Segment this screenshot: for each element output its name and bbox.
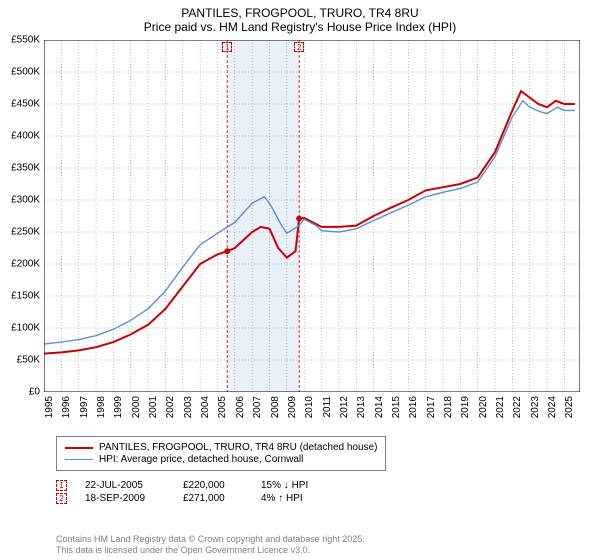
xtick-label: 2001 <box>148 396 159 418</box>
xtick-label: 2009 <box>287 396 298 418</box>
ytick-label: £550K <box>11 35 40 46</box>
sales-row-marker: 2 <box>56 493 67 504</box>
legend-label: PANTILES, FROGPOOL, TRURO, TR4 8RU (deta… <box>99 442 377 453</box>
ytick-label: £100K <box>11 323 40 334</box>
xtick-label: 2018 <box>443 396 454 418</box>
ytick-label: £200K <box>11 259 40 270</box>
xtick-label: 2004 <box>200 396 211 418</box>
sales-row-date: 22-JUL-2005 <box>85 480 165 491</box>
xtick-label: 2011 <box>322 396 333 418</box>
xtick-label: 2002 <box>165 396 176 418</box>
xtick-label: 2000 <box>131 396 142 418</box>
xtick-label: 2019 <box>460 396 471 418</box>
sales-row: 1 22-JUL-2005 £220,000 15% ↓ HPI <box>56 480 341 491</box>
sales-row: 2 18-SEP-2009 £271,000 4% ↑ HPI <box>56 493 341 504</box>
footer-line1: Contains HM Land Registry data © Crown c… <box>56 534 365 545</box>
sales-table: 1 22-JUL-2005 £220,000 15% ↓ HPI 2 18-SEP-200… <box>56 478 341 506</box>
legend-swatch <box>65 459 93 460</box>
chart-area: £0£50K£100K£150K£200K£250K£300K£350K£400… <box>44 40 580 392</box>
sales-row-diff: 4% ↑ HPI <box>261 493 341 504</box>
xtick-label: 2007 <box>252 396 263 418</box>
xtick-label: 1999 <box>113 396 124 418</box>
xtick-label: 2003 <box>183 396 194 418</box>
title-line1: PANTILES, FROGPOOL, TRURO, TR4 8RU <box>0 6 600 20</box>
xtick-label: 2020 <box>478 396 489 418</box>
legend-row: PANTILES, FROGPOOL, TRURO, TR4 8RU (deta… <box>65 442 377 453</box>
sale-point <box>224 248 230 254</box>
xtick-label: 2010 <box>304 396 315 418</box>
ytick-label: £450K <box>11 99 40 110</box>
sales-row-price: £220,000 <box>183 480 243 491</box>
ytick-label: £400K <box>11 131 40 142</box>
sales-row-date: 18-SEP-2009 <box>85 493 165 504</box>
xtick-label: 2022 <box>512 396 523 418</box>
ytick-label: £300K <box>11 195 40 206</box>
legend-label: HPI: Average price, detached house, Corn… <box>99 454 303 465</box>
ytick-label: £0 <box>29 387 40 398</box>
sale-marker-box: 1 <box>222 42 232 52</box>
ytick-label: £350K <box>11 163 40 174</box>
footer-line2: This data is licensed under the Open Gov… <box>56 545 365 556</box>
xtick-label: 1997 <box>79 396 90 418</box>
chart-svg <box>44 40 580 392</box>
ytick-label: £250K <box>11 227 40 238</box>
footer: Contains HM Land Registry data © Crown c… <box>56 534 365 556</box>
xtick-label: 2015 <box>391 396 402 418</box>
sale-marker-box: 2 <box>294 42 304 52</box>
ytick-label: £150K <box>11 291 40 302</box>
xtick-label: 1995 <box>44 396 55 418</box>
xtick-label: 2016 <box>408 396 419 418</box>
xtick-label: 2008 <box>270 396 281 418</box>
xtick-label: 2006 <box>235 396 246 418</box>
sales-row-diff: 15% ↓ HPI <box>261 480 341 491</box>
title-line2: Price paid vs. HM Land Registry's House … <box>0 20 600 34</box>
xtick-label: 2021 <box>495 396 506 418</box>
chart-container: PANTILES, FROGPOOL, TRURO, TR4 8RU Price… <box>0 0 600 560</box>
ytick-label: £500K <box>11 67 40 78</box>
legend: PANTILES, FROGPOOL, TRURO, TR4 8RU (deta… <box>56 436 386 471</box>
xtick-label: 2024 <box>547 396 558 418</box>
shaded-band <box>227 40 299 392</box>
legend-row: HPI: Average price, detached house, Corn… <box>65 454 377 465</box>
plot-border <box>44 40 580 392</box>
sales-row-price: £271,000 <box>183 493 243 504</box>
xtick-label: 2005 <box>217 396 228 418</box>
sale-point <box>296 216 302 222</box>
legend-swatch <box>65 447 93 449</box>
xtick-label: 2013 <box>356 396 367 418</box>
xtick-label: 1996 <box>61 396 72 418</box>
xtick-label: 2014 <box>374 396 385 418</box>
ytick-label: £50K <box>17 355 40 366</box>
xtick-label: 2025 <box>564 396 575 418</box>
xtick-label: 1998 <box>96 396 107 418</box>
xtick-label: 2012 <box>339 396 350 418</box>
xtick-label: 2017 <box>426 396 437 418</box>
title-block: PANTILES, FROGPOOL, TRURO, TR4 8RU Price… <box>0 0 600 36</box>
xtick-label: 2023 <box>530 396 541 418</box>
sales-row-marker: 1 <box>56 480 67 491</box>
